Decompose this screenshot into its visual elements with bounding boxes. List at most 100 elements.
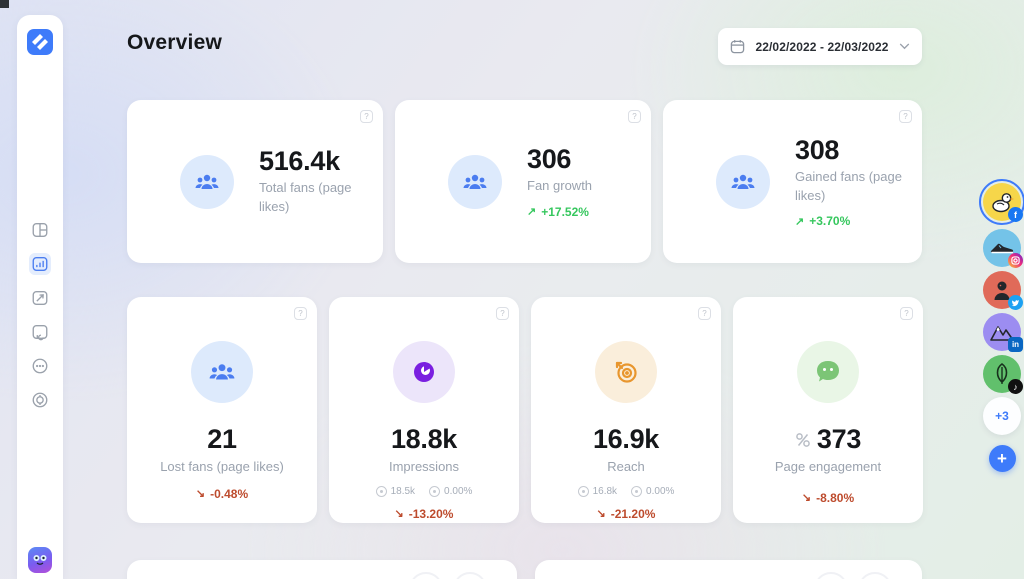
leaf-avatar bbox=[996, 363, 1008, 384]
instagram-account-avatar[interactable] bbox=[983, 229, 1023, 268]
mini-stats: 16.8k 0.00% bbox=[577, 485, 674, 497]
tiktok-account-avatar[interactable]: ♪ bbox=[983, 355, 1023, 394]
dashboard-icon bbox=[32, 223, 48, 237]
sidebar-item-engage[interactable] bbox=[29, 321, 51, 343]
info-icon[interactable]: ? bbox=[698, 307, 711, 320]
lost-fans-card: ? 21 Lost fans (page likes) ↘ -0.48% bbox=[127, 297, 317, 523]
page-engagement-card: ? 373 Page engagement ↘ -8.80% bbox=[733, 297, 923, 523]
delta-value: -0.48% bbox=[210, 486, 249, 501]
percent-icon bbox=[796, 432, 810, 447]
user-avatar[interactable] bbox=[28, 547, 52, 573]
sidebar-item-settings[interactable] bbox=[29, 389, 51, 411]
engagement-icon bbox=[797, 341, 859, 403]
trend-down-icon: ↘ bbox=[195, 488, 206, 501]
delta-badge: ↗ +3.70% bbox=[795, 214, 913, 228]
stat-label: Impressions bbox=[388, 459, 460, 474]
decorative-circle bbox=[814, 572, 848, 579]
info-icon[interactable]: ? bbox=[360, 110, 373, 123]
gained-fans-card: ? 308 Gained fans (page likes) ↗ +3.70% bbox=[663, 100, 922, 263]
sidebar-item-publish[interactable] bbox=[29, 287, 51, 309]
delta-value: +17.52% bbox=[541, 204, 589, 219]
info-icon[interactable]: ? bbox=[294, 307, 307, 320]
mini-stat-icon bbox=[375, 485, 387, 497]
info-icon[interactable]: ? bbox=[496, 307, 509, 320]
engage-icon bbox=[32, 325, 48, 341]
listen-icon bbox=[32, 358, 48, 374]
sidebar-item-dashboard[interactable] bbox=[29, 219, 51, 241]
mini-stats: 18.5k 0.00% bbox=[375, 485, 472, 497]
tiktok-icon: ♪ bbox=[1008, 379, 1023, 394]
date-range-picker[interactable]: 22/02/2022 - 22/03/2022 bbox=[718, 28, 922, 65]
page-title: Overview bbox=[127, 31, 222, 54]
stat-label: Total fans (page likes) bbox=[259, 180, 352, 214]
linkedin-icon: in bbox=[1008, 337, 1023, 352]
decorative-circle bbox=[409, 572, 443, 579]
facebook-account-avatar[interactable]: f bbox=[979, 179, 1024, 225]
info-icon[interactable]: ? bbox=[900, 307, 913, 320]
reach-card: ? 16.9k Reach 16.8k 0.00% ↘ -21.20% bbox=[531, 297, 721, 523]
impressions-card: ? 18.8k Impressions 18.5k 0.00% ↘ -13.20… bbox=[329, 297, 519, 523]
fans-icon bbox=[180, 154, 234, 209]
twitter-account-avatar[interactable] bbox=[983, 271, 1023, 310]
duck-avatar bbox=[992, 193, 1014, 213]
info-icon[interactable]: ? bbox=[899, 110, 912, 123]
mini-stat-icon bbox=[577, 485, 589, 497]
delta-badge: ↗ +17.52% bbox=[527, 205, 592, 219]
more-accounts-button[interactable]: +3 bbox=[983, 397, 1021, 435]
delta-value: -8.80% bbox=[816, 490, 855, 505]
delta-value: -13.20% bbox=[408, 506, 454, 521]
twitter-icon bbox=[1008, 295, 1023, 310]
delta-value: +3.70% bbox=[809, 214, 851, 229]
stat-value: 21 bbox=[207, 424, 237, 454]
decorative-circle bbox=[858, 572, 892, 579]
delta-badge: ↘ -21.20% bbox=[597, 507, 656, 521]
date-range-value: 22/02/2022 - 22/03/2022 bbox=[755, 39, 889, 54]
info-icon[interactable]: ? bbox=[628, 110, 641, 123]
mini-stat-value: 16.8k bbox=[592, 485, 618, 497]
trend-down-icon: ↘ bbox=[394, 508, 404, 521]
sidebar-nav bbox=[17, 219, 63, 411]
fans-icon bbox=[448, 154, 502, 209]
profile-rail: f in ♪ +3 + bbox=[979, 179, 1024, 472]
reach-icon bbox=[595, 341, 657, 403]
stat-value: 16.9k bbox=[592, 424, 660, 454]
chevron-down-icon bbox=[899, 43, 910, 50]
sneaker-avatar bbox=[990, 243, 1014, 254]
mini-stat-icon bbox=[631, 485, 643, 497]
fans-icon bbox=[716, 154, 770, 209]
add-account-button[interactable]: + bbox=[988, 445, 1016, 472]
trend-up-icon: ↗ bbox=[527, 206, 537, 219]
sidebar bbox=[17, 15, 63, 579]
stat-label: Gained fans (page likes) bbox=[795, 168, 902, 203]
app-logo[interactable] bbox=[27, 29, 53, 55]
total-fans-card: ? 516.4k Total fans (page likes) bbox=[127, 100, 383, 263]
stat-value: 516.4k bbox=[259, 146, 340, 177]
mini-stat-value: 18.5k bbox=[390, 485, 416, 497]
delta-value: -21.20% bbox=[610, 506, 656, 521]
window-corner bbox=[0, 0, 9, 8]
robot-face-icon bbox=[33, 555, 47, 565]
fans-icon bbox=[191, 341, 253, 403]
trend-down-icon: ↘ bbox=[596, 508, 606, 521]
publish-icon bbox=[32, 291, 48, 305]
trend-up-icon: ↗ bbox=[795, 215, 805, 228]
stat-label: Page engagement bbox=[774, 459, 882, 474]
settings-icon bbox=[32, 392, 48, 408]
impressions-icon bbox=[393, 341, 455, 403]
stat-value: 308 bbox=[795, 134, 840, 165]
sidebar-item-listen[interactable] bbox=[29, 355, 51, 377]
linkedin-account-avatar[interactable]: in bbox=[983, 313, 1023, 352]
stat-value: 306 bbox=[527, 144, 572, 175]
calendar-icon bbox=[730, 40, 745, 54]
bottom-right-card bbox=[535, 560, 922, 579]
mini-stat-icon bbox=[429, 485, 441, 497]
instagram-icon bbox=[1008, 253, 1023, 268]
stat-value: 373 bbox=[816, 424, 862, 454]
stat-label: Lost fans (page likes) bbox=[160, 459, 284, 474]
sidebar-item-reports[interactable] bbox=[29, 253, 51, 275]
facebook-icon: f bbox=[1008, 207, 1023, 222]
trend-down-icon: ↘ bbox=[801, 492, 812, 505]
decorative-circle bbox=[453, 572, 487, 579]
stat-value: 18.8k bbox=[390, 424, 458, 454]
reports-icon bbox=[32, 257, 48, 271]
